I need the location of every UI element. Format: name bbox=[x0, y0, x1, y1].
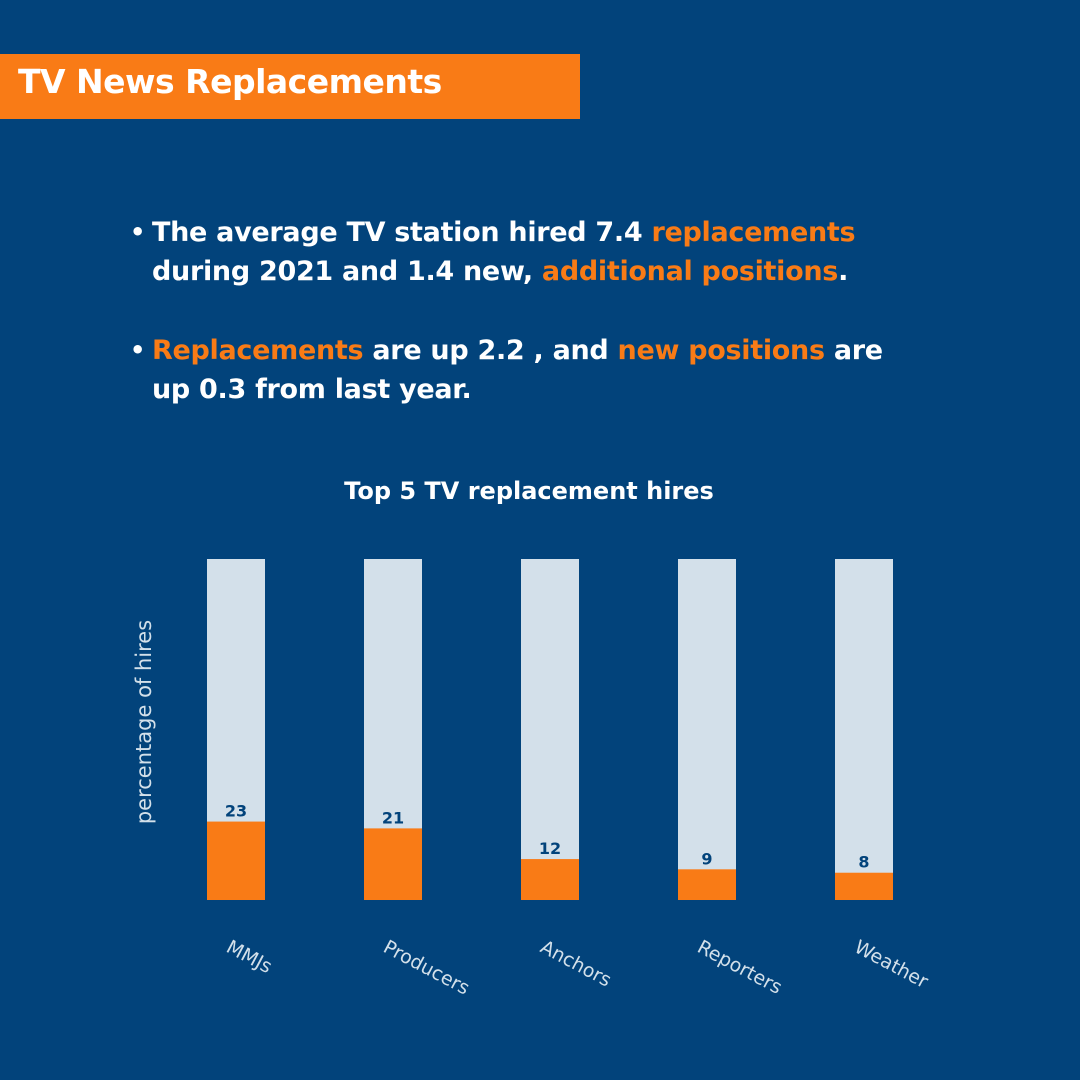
x-tick-label: Anchors bbox=[537, 936, 615, 992]
bar bbox=[521, 859, 579, 900]
x-tick-label: Reporters bbox=[694, 936, 786, 999]
bar-track bbox=[521, 559, 579, 900]
bullet-text: . bbox=[838, 256, 849, 287]
bullet-line: up 0.3 from last year. bbox=[152, 370, 960, 409]
x-tick-label: Producers bbox=[380, 936, 473, 1000]
bullet-text: The average TV station hired 7.4 bbox=[152, 217, 652, 248]
bullet-dot-icon: • bbox=[130, 218, 146, 246]
bar-track bbox=[678, 559, 736, 900]
highlight-text: Replacements bbox=[152, 335, 364, 366]
bullet-text: up 0.3 from last year. bbox=[152, 374, 472, 405]
bullet-line: The average TV station hired 7.4 replace… bbox=[152, 213, 960, 252]
x-tick-label: MMJs bbox=[223, 936, 276, 978]
bullet-line: during 2021 and 1.4 new, additional posi… bbox=[152, 252, 960, 291]
data-label: 9 bbox=[701, 849, 712, 868]
page-title: TV News Replacements bbox=[18, 62, 442, 101]
title-banner bbox=[0, 54, 580, 119]
bar-track bbox=[835, 559, 893, 900]
highlight-text: additional positions bbox=[541, 256, 839, 287]
bullet-item-2: • Replacements are up 2.2 , and new posi… bbox=[130, 331, 960, 409]
bullet-text: during 2021 and 1.4 new, bbox=[152, 256, 542, 287]
bar bbox=[678, 869, 736, 900]
highlight-text: replacements bbox=[651, 217, 856, 248]
bar bbox=[207, 821, 265, 900]
bullet-item-1: • The average TV station hired 7.4 repla… bbox=[130, 213, 960, 291]
bar bbox=[364, 828, 422, 900]
bar bbox=[835, 872, 893, 900]
bullet-line: Replacements are up 2.2 , and new positi… bbox=[152, 331, 960, 370]
data-label: 21 bbox=[382, 808, 404, 827]
data-label: 8 bbox=[858, 853, 869, 872]
y-axis-label: percentage of hires bbox=[132, 620, 156, 824]
bullet-text: are up 2.2 , and bbox=[363, 335, 618, 366]
data-label: 23 bbox=[225, 802, 247, 821]
bullet-list: • The average TV station hired 7.4 repla… bbox=[130, 213, 960, 409]
data-label: 12 bbox=[539, 839, 561, 858]
chart-title: Top 5 TV replacement hires bbox=[344, 477, 714, 505]
highlight-text: new positions bbox=[617, 335, 825, 366]
bullet-dot-icon: • bbox=[130, 336, 146, 364]
bullet-text: are bbox=[824, 335, 883, 366]
x-tick-label: Weather bbox=[851, 936, 932, 993]
